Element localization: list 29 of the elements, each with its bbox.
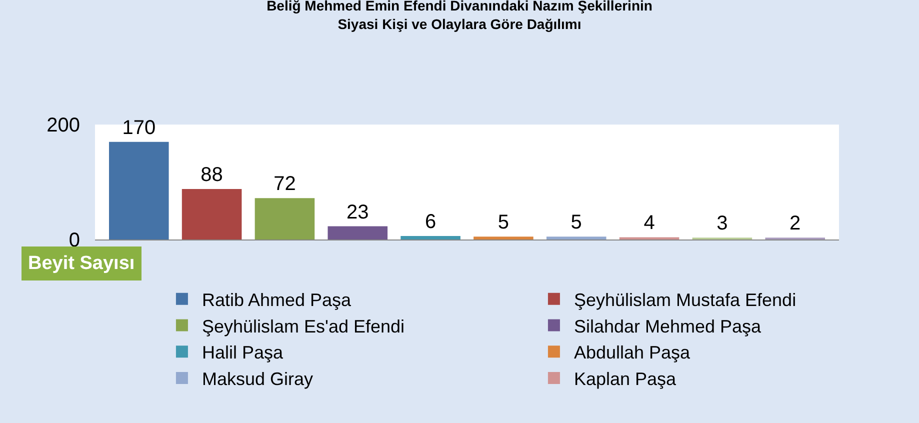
- legend-label: Kaplan Paşa: [574, 369, 678, 390]
- legend-label: Maksud Giray: [202, 369, 314, 390]
- legend-label: Ratib Ahmed Paşa: [202, 290, 352, 310]
- legend-label: Silahdar Mehmed Paşa: [574, 316, 762, 336]
- bar: [400, 236, 460, 240]
- data-label: 5: [498, 212, 510, 234]
- legend-label: Şeyhülislam Es'ad Efendi: [202, 316, 405, 336]
- data-label: 5: [570, 212, 582, 234]
- data-label: 2: [790, 212, 801, 235]
- legend-label: Şeyhülislam Mustafa Efendi: [574, 290, 796, 310]
- chart-title: Beliğ Mehmed Emin Efendi Divanındaki Nazım Şekillerinin Siyasi Kişi ve Olaylara Göre Dağılımı: [266, 0, 652, 32]
- y-tick-label: 0: [68, 229, 80, 252]
- data-label: 170: [122, 116, 156, 139]
- bar: [328, 226, 388, 240]
- bar: [109, 142, 169, 240]
- bar: [254, 198, 315, 240]
- bar: [474, 236, 534, 240]
- legend-label: Halil Paşa: [202, 342, 284, 363]
- y-tick-label: 200: [46, 114, 80, 137]
- legend-label: Abdullah Paşa: [574, 342, 692, 363]
- bar: [182, 188, 242, 240]
- data-label: 23: [346, 201, 369, 224]
- bar: [546, 236, 606, 240]
- data-label: 4: [644, 212, 655, 234]
- data-label: 72: [274, 173, 296, 196]
- x-axis-title: Beyit Sayısı: [28, 253, 135, 274]
- data-label: 3: [716, 212, 728, 235]
- data-label: 88: [200, 164, 223, 186]
- data-label: 6: [424, 211, 436, 234]
